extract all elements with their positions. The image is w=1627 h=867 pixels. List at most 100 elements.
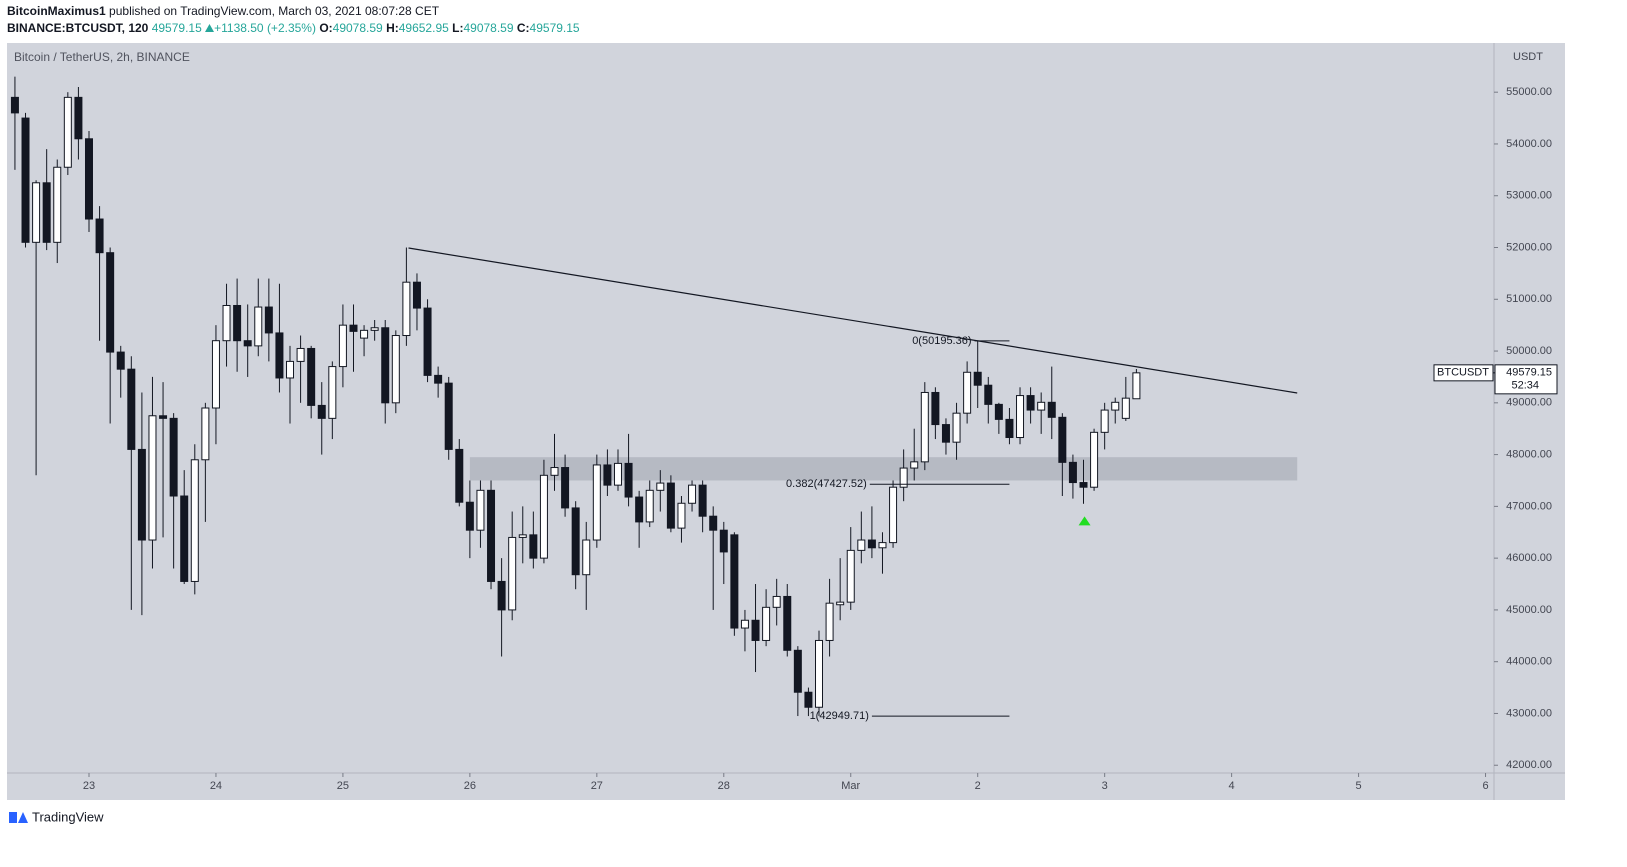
ohlc-value: 49579.15	[529, 21, 580, 35]
y-tick-label: 51000.00	[1506, 293, 1552, 305]
ohlc-key: L:	[452, 21, 464, 35]
y-tick-label: 46000.00	[1506, 552, 1552, 564]
candle-body	[804, 691, 813, 708]
candle-body	[275, 332, 284, 379]
x-tick-label: 4	[1229, 780, 1235, 792]
candle-body	[444, 382, 453, 450]
candle-body	[984, 384, 993, 405]
ohlc-value: 49652.95	[398, 21, 449, 35]
x-tick-label: 28	[718, 780, 730, 792]
ohlc-key: H:	[386, 21, 399, 35]
candle-body	[730, 534, 739, 629]
candle-body	[74, 96, 83, 140]
candle-body	[666, 482, 675, 529]
x-tick-label: 25	[337, 780, 349, 792]
candle-body	[159, 415, 168, 419]
candle-body	[1005, 418, 1014, 439]
candle-body	[518, 534, 527, 538]
candle-body	[698, 484, 707, 517]
candle-body	[889, 486, 898, 544]
candle-body	[857, 539, 866, 551]
candle-body	[1100, 409, 1109, 433]
candle-body	[592, 464, 601, 541]
candle-body	[1016, 395, 1025, 439]
change: +1138.50 (+2.35%)	[214, 21, 316, 35]
candle-body	[106, 252, 115, 353]
candle-body	[222, 304, 231, 342]
symbol: BINANCE:BTCUSDT, 120	[7, 21, 149, 35]
candle-body	[1058, 416, 1067, 463]
candle-body	[846, 549, 855, 603]
last-price: 49579.15	[151, 21, 202, 35]
candle-body	[190, 459, 199, 582]
candle-body	[116, 351, 125, 370]
x-tick-label: 26	[464, 780, 476, 792]
candle-body	[571, 507, 580, 576]
candle-body	[95, 218, 104, 254]
published: published on TradingView.com, March 03, …	[109, 4, 440, 18]
candle-body	[360, 329, 369, 339]
candle-body	[1026, 395, 1035, 411]
y-tick-label: 42000.00	[1506, 759, 1552, 771]
candle-body	[32, 182, 41, 243]
candle-body	[508, 536, 517, 611]
candle-body	[1079, 482, 1088, 488]
candle-body	[211, 340, 220, 409]
candle-body	[233, 304, 242, 342]
y-tick-label: 53000.00	[1506, 190, 1552, 202]
candle-body	[645, 489, 654, 523]
candle-body	[550, 467, 559, 476]
candle-body	[910, 461, 919, 469]
candle-body	[783, 595, 792, 651]
candle-body	[84, 138, 93, 220]
ohlc-key: O:	[319, 21, 333, 35]
candle-body	[899, 467, 908, 488]
candle-body	[328, 366, 337, 419]
candle-body	[21, 117, 30, 243]
x-tick-label: 6	[1482, 780, 1488, 792]
y-tick-label: 50000.00	[1506, 345, 1552, 357]
candle-body	[1111, 401, 1120, 411]
candle-body	[455, 448, 464, 503]
candle-body	[952, 412, 961, 443]
candle-body	[931, 391, 940, 426]
candle-body	[867, 539, 876, 549]
candle-body	[635, 496, 644, 523]
candle-body	[370, 327, 379, 331]
trendline	[408, 247, 1298, 394]
candle-body	[878, 542, 887, 549]
x-tick-label: 5	[1356, 780, 1362, 792]
candle-body	[42, 182, 51, 243]
candle-body	[529, 534, 538, 559]
candle-body	[254, 306, 263, 347]
candle-body	[603, 464, 612, 486]
candle-body	[63, 96, 72, 168]
candle-body	[434, 374, 443, 384]
candle-body	[338, 324, 347, 368]
candle-body	[994, 403, 1003, 420]
candle-body	[1121, 397, 1130, 419]
candle-body	[920, 391, 929, 463]
candle-body	[487, 489, 496, 582]
symbol-tag: BTCUSDT	[1437, 367, 1489, 379]
candle-body	[476, 489, 485, 531]
candle-body	[465, 501, 474, 531]
candle-body	[613, 462, 622, 486]
candle-body	[815, 639, 824, 708]
candle-body	[317, 404, 326, 419]
y-tick-label: 54000.00	[1506, 138, 1552, 150]
fib-label: 0.382(47427.52)	[786, 478, 867, 490]
candle-body	[1037, 401, 1046, 411]
signal-marker	[1078, 516, 1091, 526]
candle-body	[561, 467, 570, 509]
candle-body	[53, 166, 62, 243]
candle-body	[412, 281, 421, 309]
candle-body	[973, 371, 982, 386]
candle-body	[825, 602, 834, 641]
candle-body	[243, 340, 252, 347]
candle-body	[624, 462, 633, 498]
candle-body	[180, 495, 189, 582]
ohlc-value: 49078.59	[332, 21, 383, 35]
header-line-1: BitcoinMaximus1 published on TradingView…	[7, 3, 580, 20]
